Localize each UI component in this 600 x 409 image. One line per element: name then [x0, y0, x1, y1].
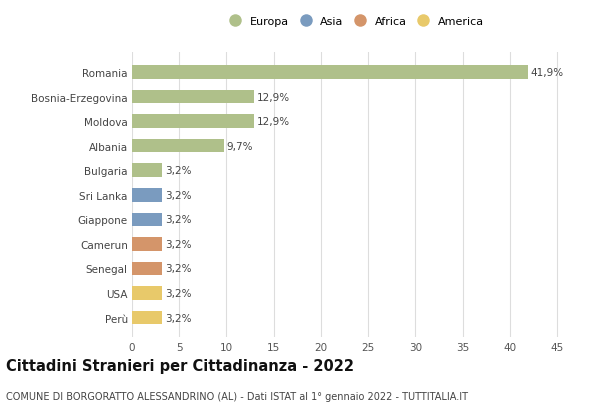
Text: 3,2%: 3,2%	[165, 239, 191, 249]
Bar	[132, 90, 254, 104]
Bar	[132, 311, 162, 324]
Text: 9,7%: 9,7%	[226, 142, 253, 151]
Bar	[132, 115, 254, 128]
Bar	[132, 189, 162, 202]
Bar	[132, 164, 162, 178]
Bar	[132, 213, 162, 227]
Text: COMUNE DI BORGORATTO ALESSANDRINO (AL) - Dati ISTAT al 1° gennaio 2022 - TUTTITA: COMUNE DI BORGORATTO ALESSANDRINO (AL) -…	[6, 391, 468, 401]
Text: 12,9%: 12,9%	[257, 92, 290, 102]
Text: 12,9%: 12,9%	[257, 117, 290, 127]
Bar	[132, 139, 224, 153]
Text: 3,2%: 3,2%	[165, 264, 191, 274]
Text: 3,2%: 3,2%	[165, 215, 191, 225]
Text: 41,9%: 41,9%	[530, 68, 564, 78]
Text: 3,2%: 3,2%	[165, 288, 191, 298]
Text: 3,2%: 3,2%	[165, 166, 191, 176]
Text: 3,2%: 3,2%	[165, 313, 191, 323]
Bar	[132, 238, 162, 251]
Text: 3,2%: 3,2%	[165, 190, 191, 200]
Text: Cittadini Stranieri per Cittadinanza - 2022: Cittadini Stranieri per Cittadinanza - 2…	[6, 358, 354, 373]
Legend: Europa, Asia, Africa, America: Europa, Asia, Africa, America	[221, 13, 487, 30]
Bar	[132, 66, 528, 80]
Bar	[132, 287, 162, 300]
Bar	[132, 262, 162, 276]
